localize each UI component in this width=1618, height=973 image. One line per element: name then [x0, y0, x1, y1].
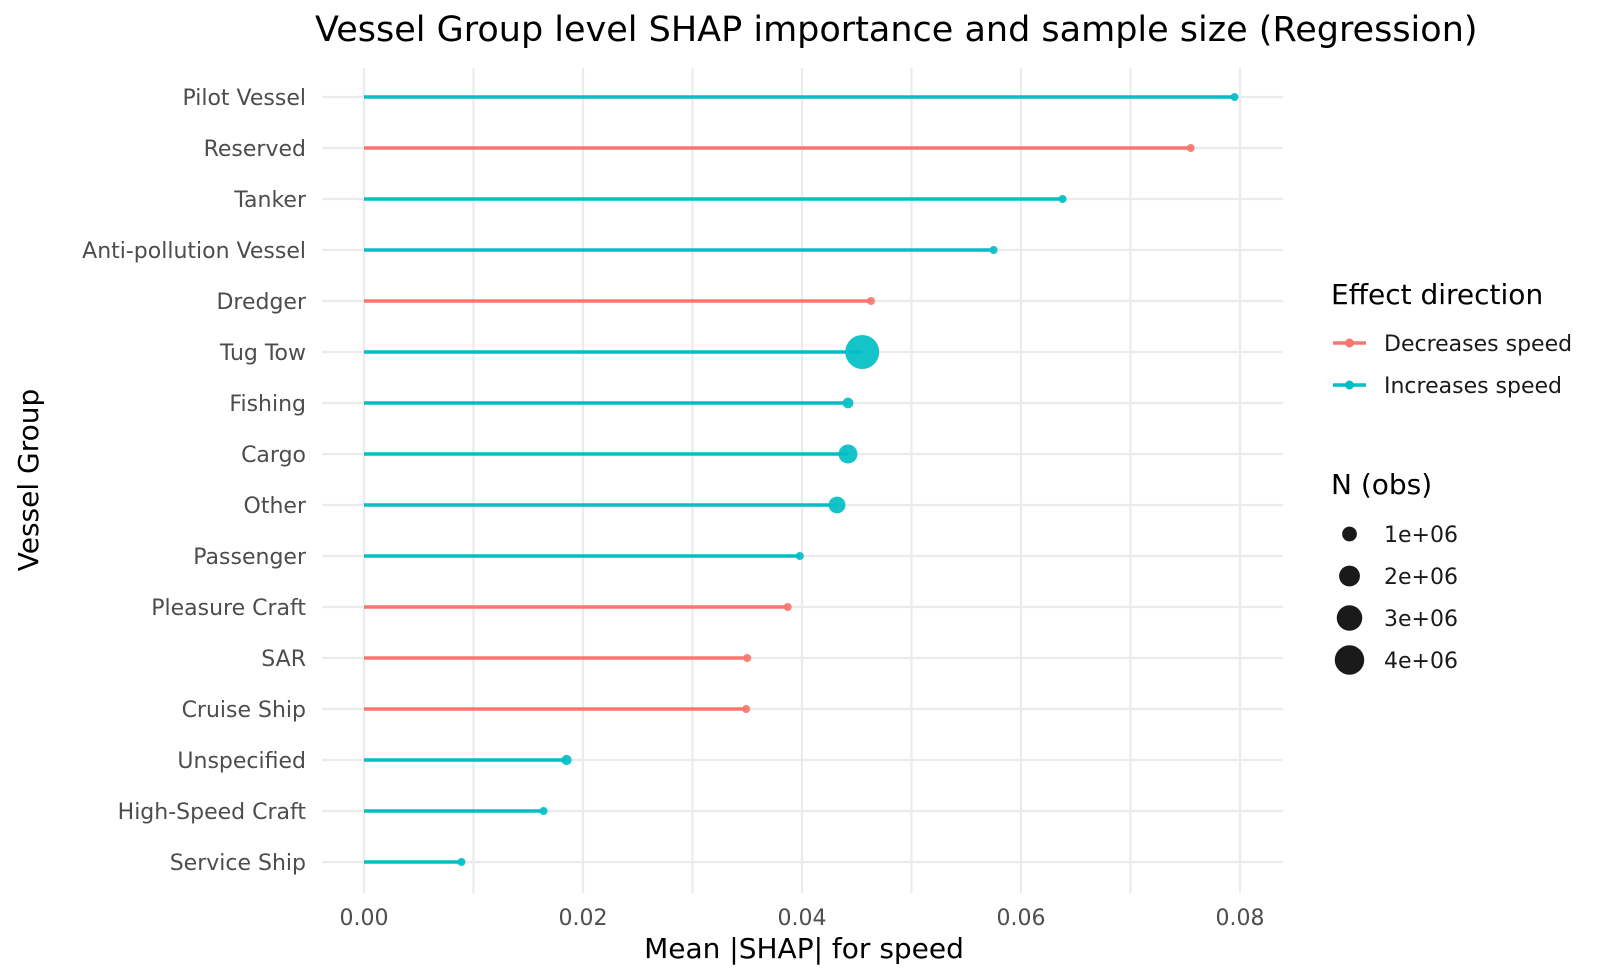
- y-tick-label: High-Speed Craft: [118, 800, 307, 825]
- legend-size-point: [1339, 565, 1360, 587]
- x-tick-label: 0.08: [1216, 906, 1265, 931]
- y-tick-label: Passenger: [193, 545, 307, 570]
- x-tick-label: 0.02: [559, 906, 608, 931]
- lollipop-point: [838, 444, 858, 464]
- y-tick-label: Pilot Vessel: [182, 86, 306, 111]
- lollipop-point: [866, 297, 875, 305]
- y-tick-labels: Pilot Vessel Reserved Tanker Anti-pollution…: [82, 86, 307, 876]
- y-tick-label: SAR: [261, 647, 306, 672]
- y-tick-label: Cruise Ship: [182, 698, 306, 723]
- y-tick-label: Dredger: [216, 290, 307, 315]
- legend-size-label: 2e+06: [1384, 565, 1458, 590]
- y-tick-label: Cargo: [241, 443, 306, 468]
- y-tick-label: Pleasure Craft: [151, 596, 306, 621]
- legend-size-label: 1e+06: [1384, 523, 1458, 548]
- x-tick-labels: 0.00 0.02 0.04 0.06 0.08: [340, 906, 1265, 931]
- lollipop-point: [743, 654, 752, 662]
- y-tick-label: Tanker: [233, 188, 307, 213]
- lollipop-point: [842, 397, 854, 409]
- legend-color-point: [1345, 338, 1354, 348]
- lollipop-point: [783, 603, 792, 611]
- lollipop-points: [457, 93, 1239, 866]
- y-tick-label: Anti-pollution Vessel: [82, 239, 306, 264]
- y-tick-label: Service Ship: [170, 851, 306, 876]
- lollipop-point: [795, 552, 804, 560]
- legend-color-point: [1345, 380, 1354, 390]
- y-tick-label: Unspecified: [177, 749, 306, 774]
- lollipop-stems: [364, 95, 1235, 864]
- y-tick-label: Reserved: [204, 137, 306, 162]
- legend-size-point: [1336, 605, 1363, 631]
- lollipop-point: [561, 754, 572, 766]
- x-axis-title: Mean |SHAP| for speed: [644, 932, 964, 965]
- legend-size-title: N (obs): [1331, 468, 1432, 501]
- legend-n-obs: N (obs) 1e+06 2e+06 3e+06 4e+06: [1331, 468, 1458, 675]
- lollipop-point: [539, 806, 548, 816]
- lollipop-point: [1230, 93, 1239, 101]
- lollipop-point: [457, 858, 466, 866]
- legend-effect-direction: Effect direction Decreases speed Increase…: [1331, 278, 1572, 399]
- legend-size-point: [1334, 645, 1365, 675]
- legend-color-title: Effect direction: [1331, 278, 1543, 311]
- lollipop-point: [828, 496, 846, 514]
- x-tick-label: 0.00: [340, 906, 389, 931]
- lollipop-point: [845, 335, 880, 369]
- lollipop-point: [989, 246, 998, 254]
- legend-size-label: 3e+06: [1384, 607, 1458, 632]
- y-tick-label: Tug Tow: [219, 341, 306, 366]
- legend-size-label: 4e+06: [1384, 649, 1458, 674]
- x-tick-label: 0.04: [778, 906, 827, 931]
- y-tick-label: Fishing: [229, 392, 306, 417]
- x-tick-label: 0.06: [997, 906, 1046, 931]
- y-tick-label: Other: [244, 494, 307, 519]
- chart-title: Vessel Group level SHAP importance and s…: [315, 10, 1478, 50]
- legend-color-label: Decreases speed: [1384, 332, 1572, 357]
- legend-color-label: Increases speed: [1384, 374, 1562, 399]
- y-axis-title: Vessel Group: [12, 389, 45, 572]
- lollipop-point: [1186, 144, 1195, 152]
- legend-size-point: [1342, 526, 1357, 542]
- lollipop-point: [742, 705, 751, 713]
- gridlines: [322, 68, 1283, 893]
- lollipop-point: [1058, 195, 1067, 203]
